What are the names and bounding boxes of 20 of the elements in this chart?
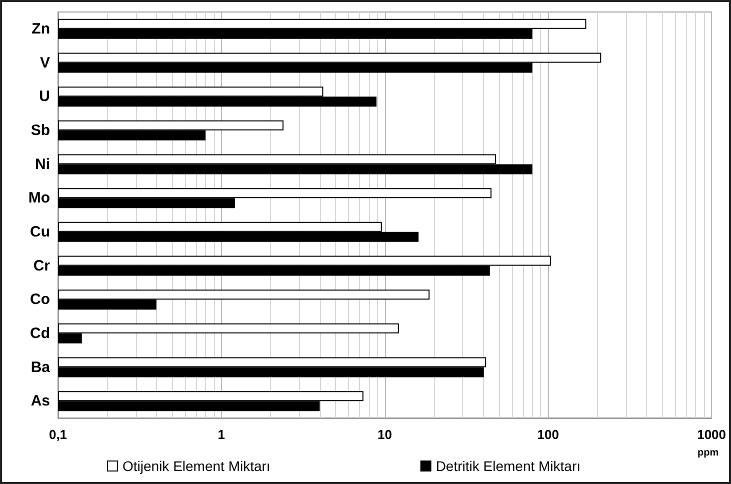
y-tick-label: U [39,88,50,106]
y-tick-label: Mo [28,190,50,207]
y-tick-label: Ni [35,156,50,173]
y-tick-label: Sb [30,122,50,139]
x-tick-label: 1000 [697,427,726,442]
y-tick-label: Cr [33,257,50,274]
y-tick-label: Ba [30,358,51,376]
y-tick-label: Zn [32,20,50,38]
y-tick-label: As [30,392,50,410]
x-axis-title: ppm [698,448,719,458]
x-tick-label: 100 [537,427,560,442]
x-tick-label: 0,1 [48,427,68,442]
y-tick-label: Cd [30,324,50,342]
x-tick-label: 1 [218,427,225,442]
legend-label: Detritik Element Miktarı [436,458,581,474]
y-tick-label: Co [30,291,50,308]
legend-label: Otijenik Element Miktarı [122,458,270,474]
y-tick-label: V [40,54,50,72]
x-tick-label: 10 [378,427,392,442]
y-tick-label: Cu [30,223,50,240]
